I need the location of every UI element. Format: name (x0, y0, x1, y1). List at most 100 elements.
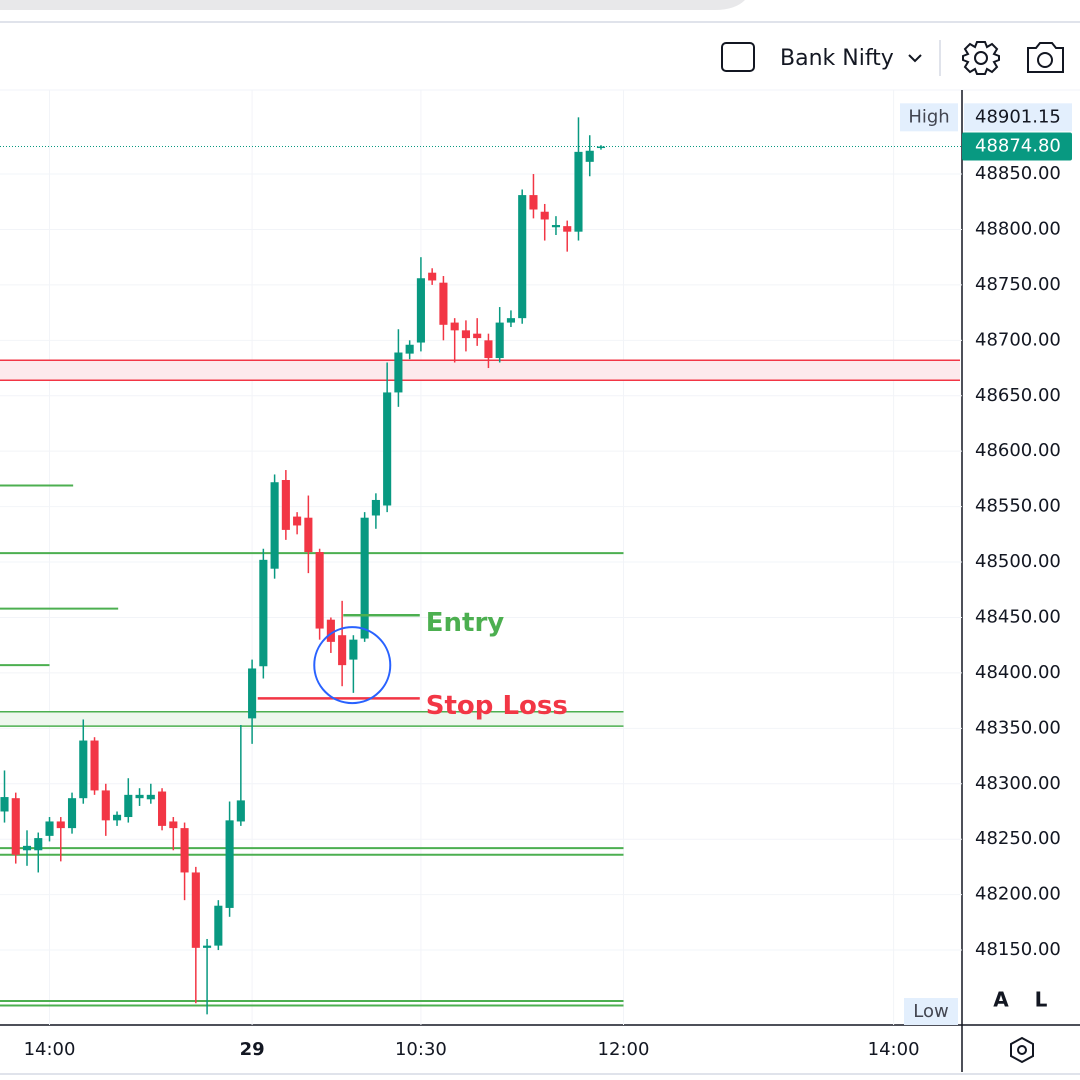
candle-body (349, 639, 358, 660)
candle-body (158, 791, 167, 826)
candle-body (146, 794, 155, 800)
y-tick-label: 48500.00 (975, 551, 1061, 572)
snapshot-button[interactable] (1027, 42, 1064, 73)
candle-body (416, 278, 425, 343)
candle-body (394, 352, 403, 393)
y-tick-label: 48250.00 (975, 828, 1061, 849)
candle-body (214, 905, 223, 946)
candle-body (169, 821, 178, 829)
candle-body (383, 392, 392, 506)
high-value-label: 48901.15 (975, 106, 1061, 127)
candle-body (22, 845, 32, 851)
chevron-icon (908, 54, 922, 63)
candle-body (461, 330, 470, 339)
candle-body (518, 195, 527, 319)
candle-body (326, 619, 335, 642)
candle-body (439, 282, 448, 325)
axes: 48150.00 48200.00 48250.00 48300.00 48350.00… (24, 103, 1072, 1060)
candle-body (585, 150, 594, 162)
candle-body (281, 480, 290, 530)
candle-body (79, 740, 88, 799)
y-tick-label: 48550.00 (975, 496, 1061, 517)
x-tick-label: 10:30 (395, 1039, 447, 1060)
camera-icon (1027, 42, 1064, 73)
candle-body (574, 151, 583, 232)
x-tick-label: 14:00 (24, 1039, 76, 1060)
candle-body (428, 272, 437, 281)
candle-body (56, 821, 65, 829)
candle-body (135, 794, 144, 799)
candle-body (180, 828, 189, 873)
x-tick-label: 14:00 (868, 1039, 920, 1060)
scale-button-bg[interactable] (1026, 985, 1056, 1017)
candle-body (540, 211, 549, 220)
candle-body (506, 318, 516, 323)
gear-center (974, 51, 988, 65)
low-label: Low (913, 1001, 948, 1022)
zone (0, 360, 960, 381)
plot-area: Entry Stop Loss (0, 117, 962, 1015)
hex-icon (1010, 1036, 1034, 1064)
candle-body (259, 559, 268, 667)
symbol-select[interactable]: Bank Nifty (780, 46, 922, 71)
y-tick-label: 48850.00 (975, 163, 1061, 184)
x-tick-label: 29 (240, 1039, 265, 1060)
auto-scale-button[interactable]: A (993, 988, 1009, 1012)
highlight-circle (313, 626, 392, 705)
candle-body (495, 322, 504, 359)
last-price-tag (962, 132, 1072, 161)
y-tick-label: 48800.00 (975, 218, 1061, 239)
top-bar (0, 0, 745, 10)
candle-body (405, 344, 414, 354)
settings-button[interactable] (962, 41, 1000, 75)
candle-body (11, 798, 20, 855)
y-tick-label: 48150.00 (975, 939, 1061, 960)
last-price-label: 48874.80 (975, 136, 1061, 157)
candle-body (124, 794, 133, 818)
hex-center (1017, 1045, 1027, 1055)
camera-lens (1037, 52, 1053, 68)
y-tick-label: 48350.00 (975, 717, 1061, 738)
candle-body (529, 195, 538, 210)
candle-body (101, 790, 110, 821)
candle-body (450, 322, 459, 331)
low-label-bg (904, 998, 958, 1025)
zone (0, 711, 624, 727)
candle-body (293, 516, 302, 526)
candle-body (225, 820, 234, 908)
candle-body (248, 668, 257, 719)
candle-body (338, 635, 347, 666)
log-scale-button[interactable]: L (1035, 988, 1048, 1012)
high-value-bg (964, 103, 1072, 132)
y-tick-label: 48300.00 (975, 773, 1061, 794)
candle-body (360, 517, 369, 639)
candle-body (236, 800, 245, 822)
grid (0, 90, 962, 1025)
candle-body (473, 333, 482, 339)
high-label: High (908, 106, 949, 127)
y-tick-label: 48700.00 (975, 329, 1061, 350)
annotation-label: Entry (426, 608, 505, 638)
candle-body (203, 945, 212, 948)
y-tick-label: 48200.00 (975, 884, 1061, 905)
checkbox[interactable] (721, 42, 755, 72)
scale-button-bg[interactable] (986, 985, 1016, 1017)
candle-body (191, 872, 200, 948)
candle-body (371, 499, 380, 516)
candle-body (596, 146, 606, 149)
candle-body (45, 821, 54, 836)
time-settings-button[interactable] (1010, 1036, 1034, 1064)
symbol-name: Bank Nifty (780, 46, 894, 71)
y-tick-label: 48400.00 (975, 662, 1061, 683)
candle-body (551, 225, 561, 228)
y-tick-label: 48600.00 (975, 440, 1061, 461)
annotation-label: Stop Loss (426, 691, 568, 721)
candle-body (563, 226, 572, 232)
high-label-bg (900, 103, 958, 132)
candle-body (270, 482, 279, 569)
candle-body (67, 798, 77, 829)
y-tick-label: 48450.00 (975, 606, 1061, 627)
candle-body (112, 814, 122, 821)
